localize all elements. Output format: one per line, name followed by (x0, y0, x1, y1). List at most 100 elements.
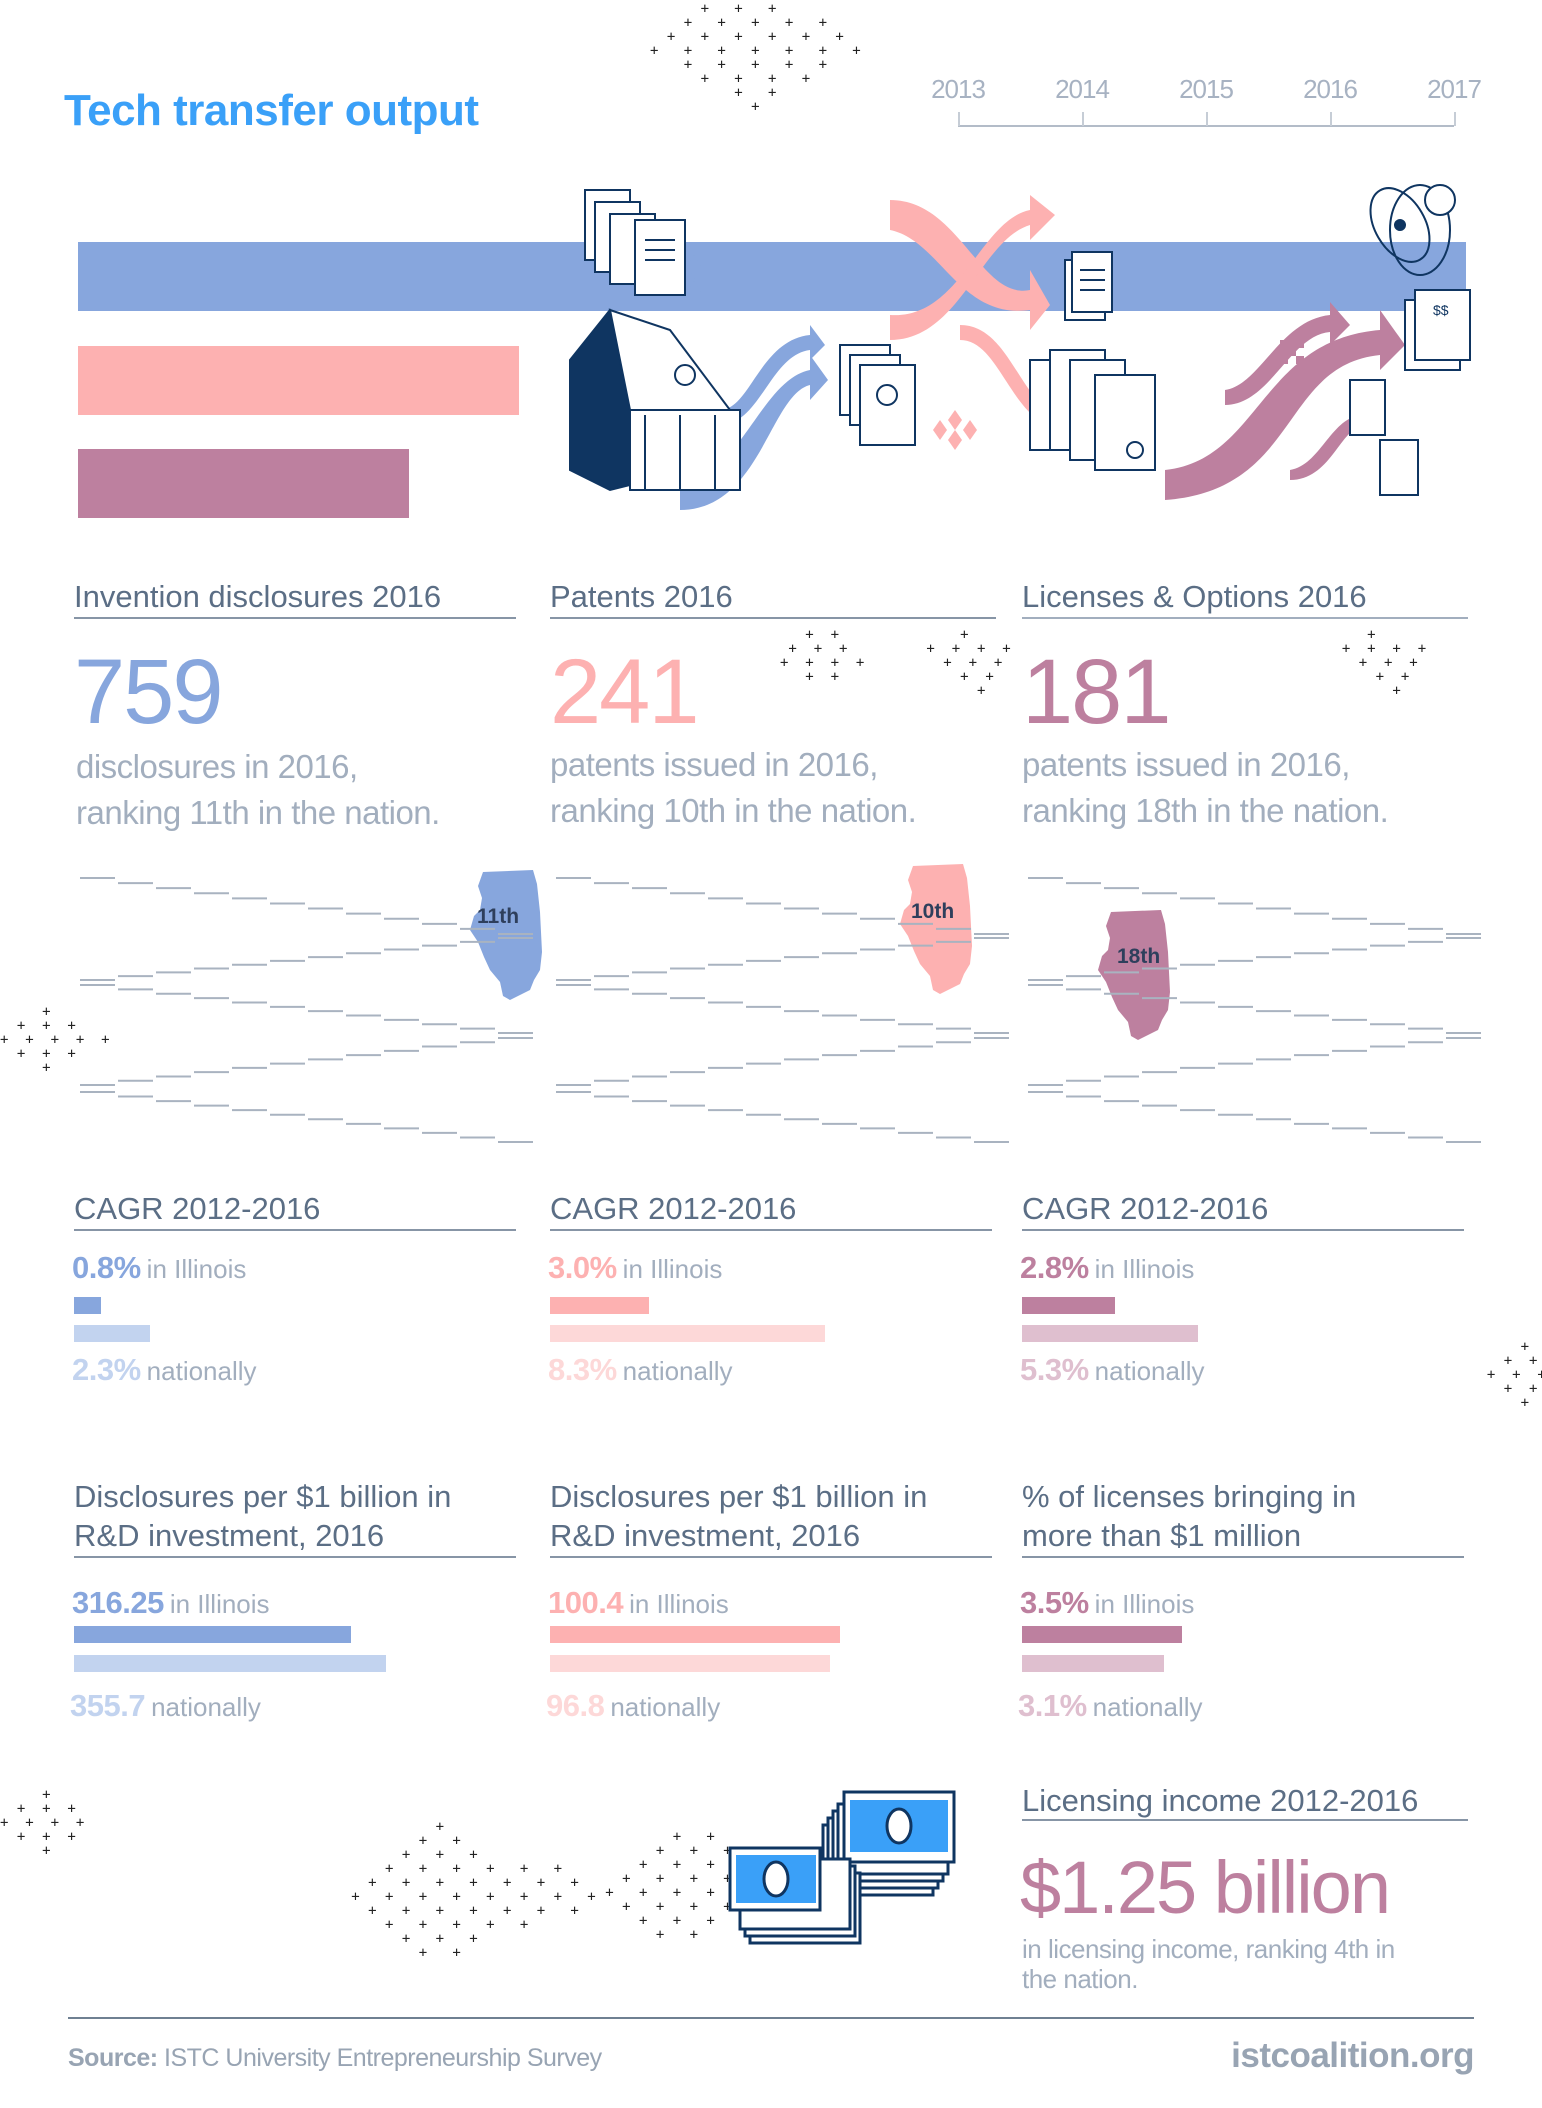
metric-illinois-value: 3.5% (1020, 1585, 1089, 1620)
timeline-tick (958, 112, 960, 126)
licensing-value: $1.25 billion (1020, 1846, 1391, 1929)
plus-pattern-decoration: + + + + + + + + + + + + (0, 1787, 85, 1859)
metric-heading: Disclosures per $1 billion in (550, 1479, 928, 1514)
output-bar-licenses-options (78, 449, 409, 518)
plus-pattern-decoration: + + + + + + + + + (1486, 1339, 1542, 1411)
website-link[interactable]: istcoalition.org (1231, 2036, 1474, 2075)
patent-certificate-stack-icon (1029, 349, 1156, 471)
cagr-national-line: 8.3% nationally (548, 1352, 733, 1388)
cagr-illinois-value: 2.8% (1020, 1250, 1089, 1285)
metric-national-line: 3.1% nationally (1018, 1688, 1203, 1724)
arrow-icon (1225, 302, 1350, 405)
cagr-illinois-label: in Illinois (146, 1254, 247, 1284)
timeline-tick (1082, 112, 1084, 126)
cagr-illinois-label: in Illinois (622, 1254, 723, 1284)
diamond-pattern-decoration (933, 410, 977, 450)
metric-national-bar (74, 1655, 386, 1672)
globe-atom-dollar-icon (1369, 184, 1456, 276)
heading-rule (1022, 1819, 1468, 1821)
heading-rule (1022, 617, 1468, 619)
document-stack-icon (1379, 439, 1419, 496)
metric-illinois-bar (1022, 1626, 1182, 1643)
rank-label: 18th (1117, 945, 1161, 968)
timeline-tick (1206, 112, 1208, 126)
stat-number: 181 (1022, 641, 1171, 743)
metric-national-value: 96.8 (546, 1688, 605, 1723)
timeline-year: 2015 (1179, 74, 1234, 104)
heading-rule (550, 1556, 992, 1558)
timeline-tick (1454, 112, 1456, 126)
plus-pattern-decoration: + + + + + + + + + + + + + + + + + + + + … (650, 1, 861, 115)
plus-pattern-decoration: + + + + + + + + + + + + + + + + + + + + … (351, 1819, 596, 1961)
source-note: Source: ISTC University Entrepreneurship… (68, 2044, 602, 2073)
plus-pattern-decoration: + + + + + + + + + + + + + (0, 1004, 110, 1076)
stat-number: 759 (74, 641, 223, 743)
metric-national-value: 355.7 (70, 1688, 146, 1723)
cagr-illinois-line: 3.0% in Illinois (548, 1250, 722, 1286)
timeline-tick (1330, 112, 1332, 126)
stat-subtext: ranking 10th in the nation. (550, 792, 917, 829)
cagr-national-bar (550, 1325, 825, 1342)
cagr-illinois-bar (1022, 1297, 1115, 1314)
stat-heading: Licensing income 2012-2016 (1022, 1783, 1419, 1818)
metric-national-bar (550, 1655, 830, 1672)
metric-national-line: 96.8 nationally (546, 1688, 720, 1724)
cagr-national-value: 2.3% (72, 1352, 141, 1387)
metric-national-line: 355.7 nationally (70, 1688, 261, 1724)
stat-subtext: ranking 11th in the nation. (76, 794, 440, 831)
ranking-line-fan (1028, 877, 1481, 1143)
cagr-heading: CAGR 2012-2016 (1022, 1191, 1269, 1226)
checker-pattern-decoration (1280, 340, 1304, 364)
cagr-illinois-bar (550, 1297, 650, 1314)
ranking-line-fan (80, 877, 533, 1143)
stat-number: 241 (550, 641, 699, 743)
metric-national-label: nationally (1092, 1692, 1203, 1722)
stat-subtext: patents issued in 2016, (550, 746, 878, 783)
metric-illinois-bar (550, 1626, 840, 1643)
ranking-visualization (80, 864, 1481, 1143)
cagr-national-label: nationally (146, 1356, 257, 1386)
metric-illinois-line: 100.4 in Illinois (548, 1585, 729, 1621)
stat-subtext: patents issued in 2016, (1022, 746, 1350, 783)
ranking-line-fan (556, 877, 1009, 1143)
cagr-illinois-value: 3.0% (548, 1250, 617, 1285)
metric-illinois-line: 316.25 in Illinois (72, 1585, 270, 1621)
footer-rule (68, 2017, 1474, 2019)
timeline-axis (958, 125, 1454, 127)
timeline-year: 2017 (1427, 74, 1482, 104)
metric-illinois-label: in Illinois (1094, 1589, 1195, 1619)
timeline-year: 2014 (1055, 74, 1110, 104)
svg-text:$$: $$ (1433, 302, 1449, 318)
rank-label: 11th (477, 905, 520, 928)
stat-heading: Licenses & Options 2016 (1022, 579, 1367, 614)
cagr-national-bar (74, 1325, 151, 1342)
heading-rule (74, 617, 516, 619)
arrow-icon (1165, 310, 1405, 500)
university-building-icon (569, 308, 741, 492)
licensing-subtext: the nation. (1022, 1964, 1138, 1994)
illinois-map-icon (1098, 910, 1170, 1040)
cagr-national-value: 5.3% (1020, 1352, 1089, 1387)
source-text: ISTC University Entrepreneurship Survey (157, 2044, 602, 2072)
cagr-national-line: 5.3% nationally (1020, 1352, 1205, 1388)
stat-subtext: disclosures in 2016, (76, 748, 358, 785)
document-stack-icon (584, 189, 686, 296)
plus-pattern-decoration: + + + + + + + + + + + (926, 627, 1011, 699)
metric-heading: Disclosures per $1 billion in (74, 1479, 452, 1514)
stat-heading: Patents 2016 (550, 579, 733, 614)
timeline-year: 2013 (931, 74, 986, 104)
cagr-heading: CAGR 2012-2016 (550, 1191, 797, 1226)
cagr-heading: CAGR 2012-2016 (74, 1191, 321, 1226)
metric-heading: R&D investment, 2016 (550, 1518, 861, 1553)
output-bar-patents (78, 346, 519, 415)
cagr-illinois-line: 2.8% in Illinois (1020, 1250, 1194, 1286)
heading-rule (550, 1229, 992, 1231)
timeline-year: 2016 (1303, 74, 1358, 104)
money-stack-icon (728, 1790, 956, 1945)
cagr-illinois-value: 0.8% (72, 1250, 141, 1285)
metric-national-label: nationally (151, 1692, 261, 1722)
cagr-national-bar (1022, 1325, 1198, 1342)
metric-illinois-line: 3.5% in Illinois (1020, 1585, 1194, 1621)
plus-pattern-decoration: + + + + + + + + + + + (1341, 627, 1427, 699)
metric-illinois-label: in Illinois (629, 1589, 729, 1619)
